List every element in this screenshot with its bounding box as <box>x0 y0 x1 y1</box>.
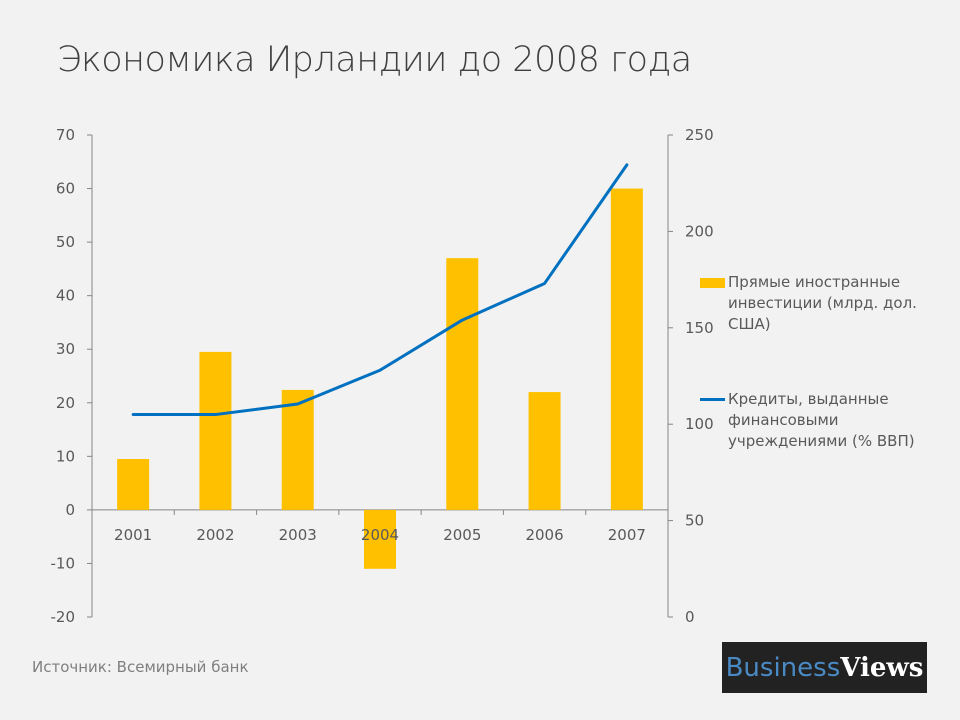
x-tick-label: 2007 <box>608 526 646 544</box>
legend-item-line: Кредиты, выданные финансовыми учреждения… <box>700 389 940 452</box>
y-tick-label-right: 50 <box>685 512 704 530</box>
y-tick-label-left: 40 <box>56 287 75 305</box>
y-tick-label-left: 30 <box>56 340 75 358</box>
y-tick-label-right: 100 <box>685 415 714 433</box>
y-tick-label-left: 10 <box>56 447 75 465</box>
chart-title: Экономика Ирландии до 2008 года <box>57 40 692 80</box>
y-tick-label-right: 0 <box>685 608 695 626</box>
legend-swatch-bar <box>700 278 725 288</box>
legend-label: Прямые иностранные <box>728 273 901 291</box>
legend-item-bar: Прямые иностранные инвестиции (млрд. дол… <box>700 272 940 335</box>
bar-2007 <box>610 188 643 510</box>
legend-label: учреждениями (% ВВП) <box>728 432 915 450</box>
y-tick-label-right: 250 <box>685 126 714 144</box>
y-tick-label-right: 150 <box>685 319 714 337</box>
legend-label: США) <box>728 315 771 333</box>
y-tick-label-left: -10 <box>51 554 76 572</box>
bar-2001 <box>117 459 150 510</box>
y-tick-label-right: 200 <box>685 222 714 240</box>
x-tick-label: 2001 <box>114 526 152 544</box>
y-tick-label-left: 0 <box>65 501 75 519</box>
x-tick-label: 2003 <box>279 526 317 544</box>
y-tick-label-left: 20 <box>56 394 75 412</box>
x-tick-label: 2004 <box>361 526 399 544</box>
legend-label: финансовыми <box>728 411 839 429</box>
bar-2006 <box>528 392 561 510</box>
legend-swatch-line <box>700 398 725 401</box>
x-tick-label: 2002 <box>196 526 234 544</box>
y-tick-label-left: 70 <box>56 126 75 144</box>
y-tick-label-left: -20 <box>51 608 76 626</box>
legend-label: Кредиты, выданные <box>728 390 889 408</box>
logo-text: Business <box>725 652 841 683</box>
bar-2004 <box>364 509 396 569</box>
y-tick-label-left: 50 <box>56 233 75 251</box>
logo: Business Views <box>722 642 927 693</box>
bar-2002 <box>199 351 232 510</box>
source-note: Источник: Всемирный банк <box>32 658 249 676</box>
bar-2005 <box>446 258 479 510</box>
logo-text: Views <box>840 652 924 683</box>
y-tick-label-left: 60 <box>56 180 75 198</box>
bar-2003 <box>281 389 314 510</box>
x-tick-label: 2006 <box>525 526 563 544</box>
legend-label: инвестиции (млрд. дол. <box>728 294 917 312</box>
x-tick-label: 2005 <box>443 526 481 544</box>
